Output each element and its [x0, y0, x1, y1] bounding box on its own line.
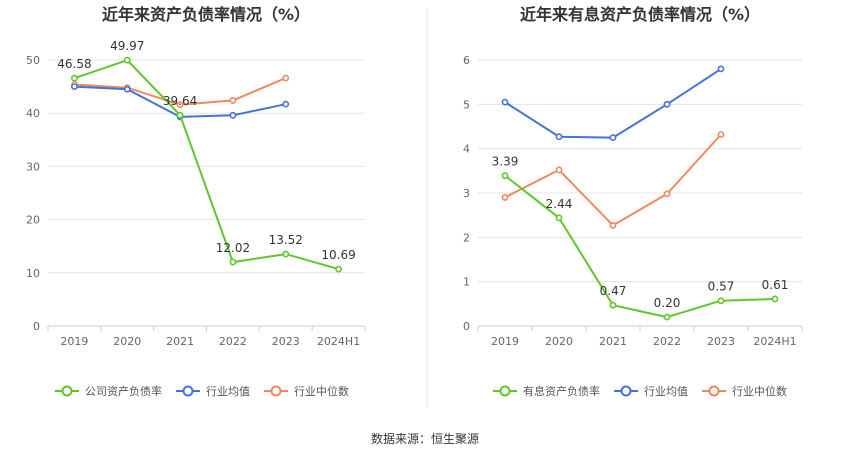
data-point-company [123, 56, 131, 64]
data-point-company [229, 258, 237, 266]
data-point-avg [501, 98, 509, 106]
data-point-median [717, 131, 725, 138]
chart-title: 近年来资产负债率情况（%） [102, 5, 310, 24]
data-label: 2.44 [546, 197, 573, 211]
y-tick-label: 3 [463, 187, 470, 200]
data-label: 13.52 [269, 233, 303, 247]
data-label: 0.57 [708, 280, 735, 294]
data-point-median [609, 221, 617, 229]
y-tick-label: 50 [26, 54, 40, 67]
data-label: 12.02 [216, 241, 250, 255]
series-line-median [504, 133, 722, 227]
data-point-company [501, 172, 509, 180]
y-tick-label: 1 [463, 276, 470, 289]
y-tick-label: 4 [463, 143, 470, 156]
legend-label: 行业中位数 [294, 384, 349, 398]
legend-label: 行业均值 [644, 385, 688, 398]
y-tick-label: 20 [26, 214, 40, 227]
legend-marker-avg [182, 385, 194, 397]
series-line-company [74, 59, 339, 271]
data-point-avg [663, 100, 671, 108]
data-point-company [663, 313, 671, 321]
legend-label: 公司资产负债率 [85, 384, 162, 398]
data-label: 0.47 [600, 284, 627, 298]
x-tick-label: 2023 [707, 335, 735, 348]
data-point-median [176, 101, 184, 109]
data-point-company [771, 295, 779, 303]
data-point-avg [282, 100, 290, 108]
legend-marker-company [499, 385, 511, 397]
y-tick-label: 0 [33, 320, 40, 333]
legend-marker-median [270, 385, 282, 397]
data-point-median [501, 194, 509, 201]
data-point-company [282, 250, 290, 258]
chart-panel-1: 近年来资产负债率情况（%） 0 10 20 30 40 50 2019 2020 2021 2022… [26, 5, 366, 398]
data-point-company [609, 301, 617, 309]
chart-title: 近年来有息资产负债率情况（%） [520, 5, 760, 24]
legend-marker-avg [620, 385, 632, 397]
data-label: 0.20 [654, 296, 681, 310]
data-point-avg [717, 65, 725, 73]
x-tick-label: 2021 [599, 335, 627, 348]
data-point-company [555, 214, 563, 222]
data-point-median [663, 190, 671, 198]
y-tick-label: 10 [26, 267, 40, 280]
series-line-avg [504, 68, 722, 139]
y-tick-label: 40 [26, 107, 40, 120]
y-tick-label: 5 [463, 98, 470, 111]
y-tick-label: 6 [463, 54, 470, 67]
y-tick-label: 2 [463, 231, 470, 244]
x-tick-label: 2023 [272, 335, 300, 348]
x-tick-label: 2019 [491, 335, 519, 348]
data-point-median [229, 97, 237, 104]
x-tick-label: 2021 [166, 335, 194, 348]
x-tick-label: 2024H1 [753, 335, 796, 348]
data-point-median [555, 166, 563, 174]
data-point-avg [609, 134, 617, 141]
y-tick-label: 0 [463, 320, 470, 333]
data-label: 10.69 [321, 248, 355, 262]
data-point-median [282, 74, 290, 82]
legend-label: 行业中位数 [732, 384, 787, 398]
chart-panel-2: 近年来有息资产负债率情况（%） 0 1 2 3 4 5 6 2019 2020 2021 2022 20… [463, 5, 803, 398]
x-tick-label: 2020 [545, 335, 573, 348]
x-tick-label: 2019 [60, 335, 88, 348]
legend-marker-median [708, 385, 720, 397]
data-label: 3.39 [492, 155, 519, 169]
series-line-company [504, 174, 776, 319]
data-source-label: 数据来源：恒生聚源 [370, 432, 479, 446]
y-tick-label: 30 [26, 160, 40, 173]
data-point-company [176, 111, 184, 119]
x-tick-label: 2022 [653, 335, 681, 348]
data-label: 46.58 [57, 57, 91, 71]
legend-marker-company [61, 385, 73, 397]
x-tick-label: 2024H1 [317, 335, 360, 348]
data-point-avg [123, 85, 131, 93]
data-point-avg [229, 111, 237, 119]
legend-label: 行业均值 [206, 385, 250, 398]
x-tick-label: 2022 [219, 335, 247, 348]
data-point-company [335, 265, 342, 273]
x-tick-label: 2020 [113, 335, 141, 348]
data-label: 49.97 [110, 39, 144, 53]
legend-label: 有息资产负债率 [523, 384, 600, 398]
data-point-avg [555, 133, 563, 141]
data-point-company [717, 297, 725, 305]
data-label: 39.64 [163, 94, 197, 108]
data-point-avg [71, 83, 78, 90]
data-point-company [71, 74, 78, 82]
data-label: 0.61 [762, 278, 789, 292]
